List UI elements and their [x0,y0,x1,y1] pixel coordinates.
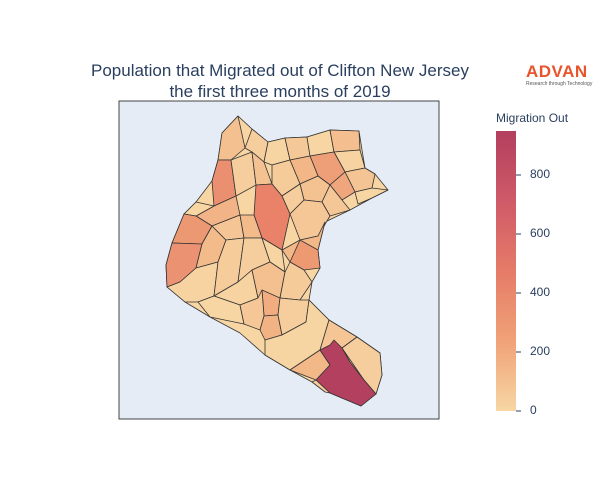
colorbar-tick-600: 600 [530,226,551,240]
census-blocks [165,115,389,407]
title-line-1: Population that Migrated out of Clifton … [91,61,469,80]
colorbar-title: Migration Out [496,111,569,125]
colorbar-tick-400: 400 [530,285,551,299]
block-c7 [289,239,321,271]
block-n13 [354,187,389,205]
block-s6 [311,379,331,394]
block-s5 [315,339,377,407]
colorbar-tick-200: 200 [530,344,551,358]
colorbar-tick-0: 0 [530,403,537,417]
block-w1 [217,115,246,161]
advan-logo: ADVAN Research through Technology [526,63,596,87]
colorbar [496,131,516,411]
colorbar-tick-800: 800 [530,167,551,181]
map-title: Population that Migrated out of Clifton … [40,60,520,102]
block-c12 [197,295,245,325]
colorbar-ticks [516,174,521,412]
logo-tagline: Research through Technology [526,81,593,87]
block-n6 [329,129,361,153]
logo-wordmark: ADVAN [526,62,588,81]
title-line-2: the first three months of 2019 [169,82,391,101]
